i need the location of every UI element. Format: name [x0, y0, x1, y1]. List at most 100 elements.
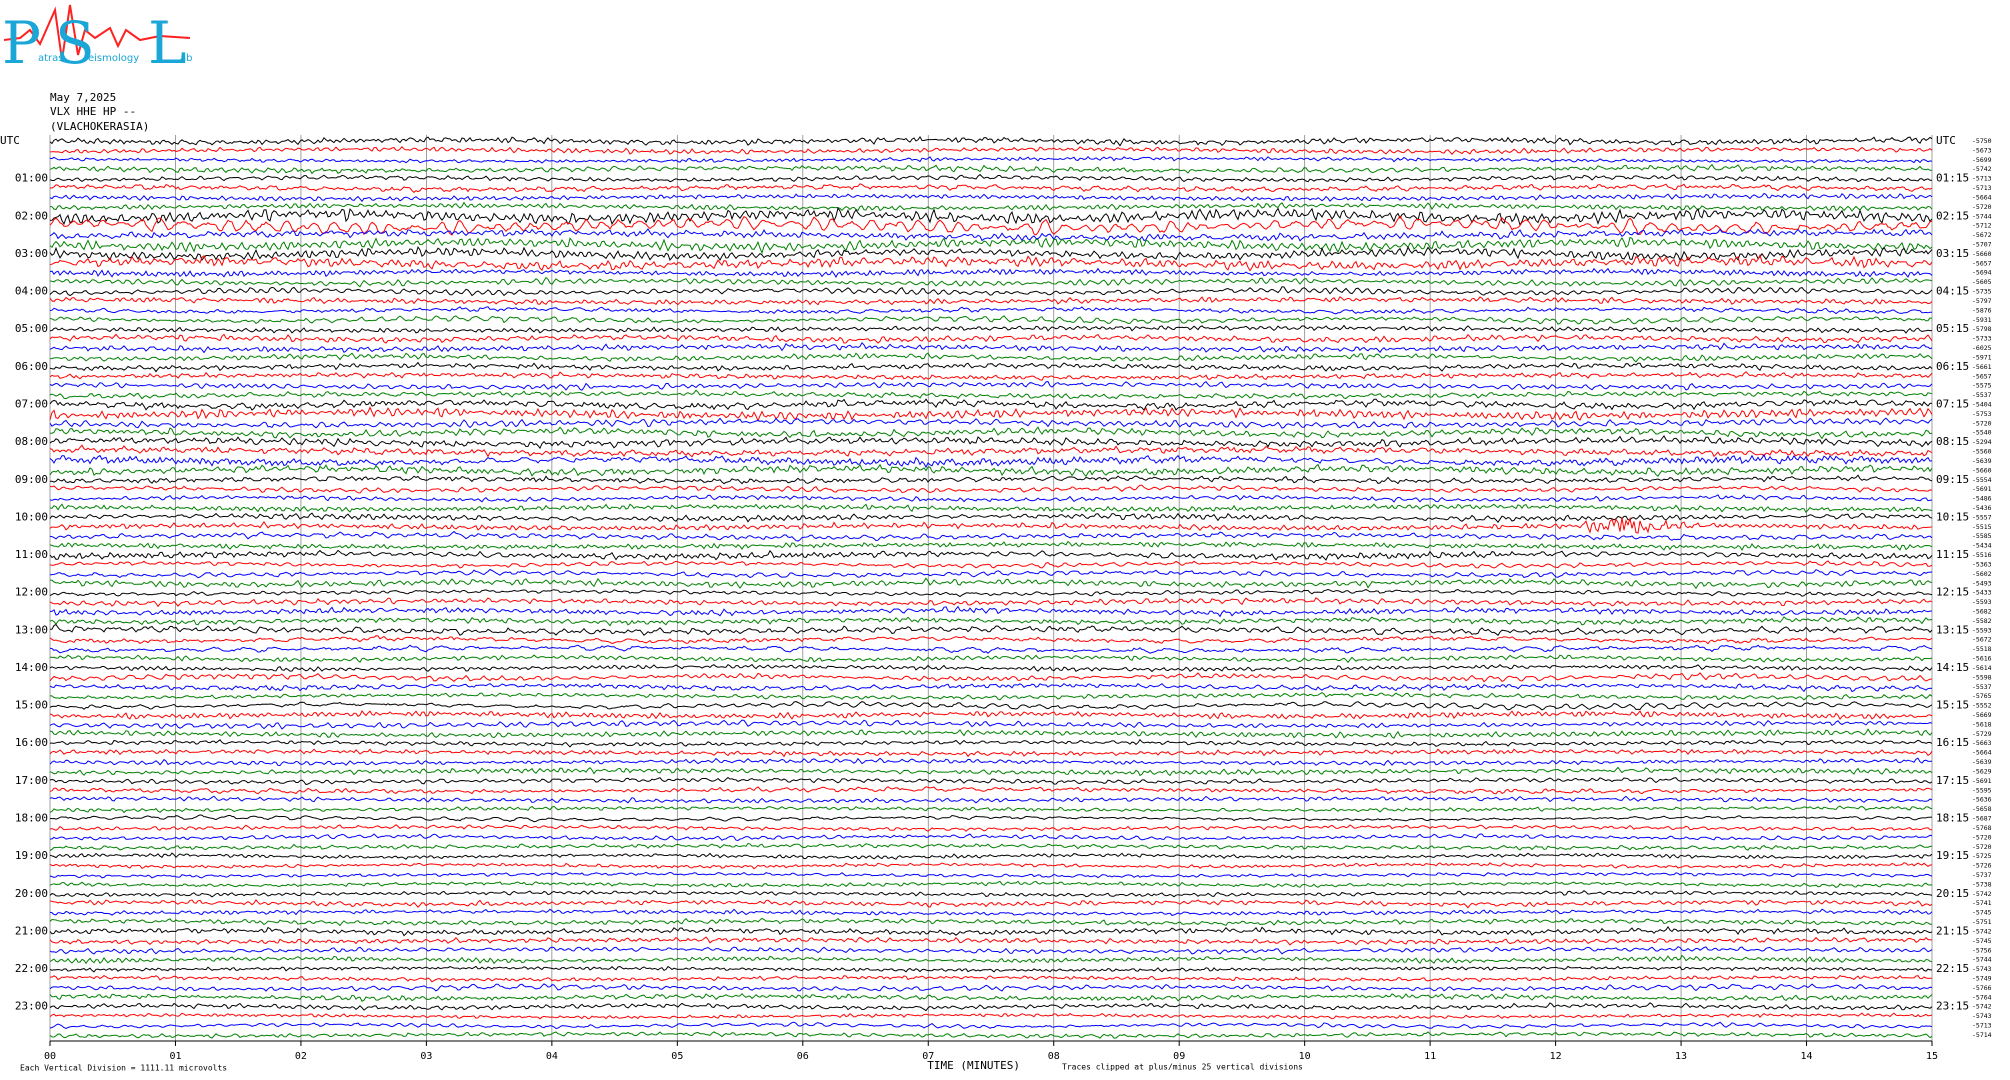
trace-offset: -5712	[1972, 222, 1992, 230]
trace	[49, 201, 1933, 212]
trace	[49, 917, 1933, 927]
trace	[49, 654, 1933, 664]
left-time-label: 11:00	[15, 548, 48, 561]
trace	[49, 577, 1933, 590]
trace	[49, 463, 1933, 478]
trace-offset: -5672	[1972, 636, 1992, 644]
left-time-label: 02:00	[15, 209, 48, 222]
trace	[49, 709, 1933, 721]
trace	[49, 682, 1933, 693]
trace-offset: -5602	[1972, 570, 1992, 578]
axis-title: TIME (MINUTES)	[927, 1059, 1020, 1072]
right-time-label: 16:15	[1936, 736, 1969, 749]
trace	[50, 605, 1933, 618]
trace	[49, 700, 1933, 711]
trace	[49, 540, 1933, 552]
trace-offset: -5363	[1972, 560, 1992, 568]
left-time-label: 12:00	[15, 586, 48, 599]
trace-offset: -5931	[1972, 316, 1992, 324]
left-time-label: 15:00	[15, 699, 48, 712]
trace	[49, 516, 1933, 534]
left-time-label: 16:00	[15, 736, 48, 749]
x-tick-label: 03	[420, 1051, 432, 1062]
trace-offset: -5694	[1972, 269, 1992, 277]
x-tick-label: 08	[1048, 1051, 1060, 1062]
logo-word: atras	[38, 53, 64, 64]
trace-offset: -5713	[1972, 184, 1992, 192]
trace	[49, 862, 1932, 870]
right-time-label: 01:15	[1936, 172, 1969, 185]
trace-offset: -5743	[1972, 965, 1992, 973]
left-time-label: 08:00	[15, 435, 48, 448]
trace	[49, 253, 1933, 272]
trace-offset: -5658	[1972, 805, 1992, 813]
trace-offset: -5582	[1972, 617, 1992, 625]
trace	[49, 946, 1933, 955]
trace-offset: -5720	[1972, 203, 1992, 211]
right-time-label: 09:15	[1936, 473, 1969, 486]
trace-offset: -5742	[1972, 1003, 1992, 1011]
trace-offset: -5614	[1972, 664, 1992, 672]
trace-offset: -5585	[1972, 532, 1992, 540]
trace-offset: -5554	[1972, 476, 1992, 484]
right-time-label: 07:15	[1936, 397, 1969, 410]
right-time-label: 06:15	[1936, 360, 1969, 373]
trace-offset: -5616	[1972, 655, 1992, 663]
trace-offset: -5713	[1972, 175, 1992, 183]
trace-offset: -5605	[1972, 278, 1992, 286]
trace	[49, 192, 1933, 203]
trace-offset: -5749	[1972, 974, 1992, 982]
trace-offset: -5699	[1972, 156, 1992, 164]
trace-offset: -5750	[1972, 137, 1992, 145]
trace-offset: -5515	[1972, 523, 1992, 531]
trace	[50, 692, 1933, 701]
trace-offset: -5744	[1972, 956, 1992, 964]
trace	[49, 728, 1933, 739]
trace-offset: -5971	[1972, 353, 1992, 361]
trace-offset: -5661	[1972, 363, 1992, 371]
trace	[49, 842, 1933, 852]
trace-offset: -5714	[1972, 1031, 1992, 1039]
trace	[49, 530, 1933, 542]
trace-offset: -5664	[1972, 749, 1992, 757]
trace	[49, 324, 1932, 334]
trace-offset: -5764	[1972, 993, 1992, 1001]
trace-offset: -6025	[1972, 344, 1992, 352]
trace	[49, 1021, 1933, 1030]
trace	[49, 245, 1933, 261]
trace	[50, 183, 1933, 193]
left-time-label: 03:00	[15, 247, 48, 260]
trace-offset: -5737	[1972, 871, 1992, 879]
trace	[49, 296, 1933, 306]
trace	[49, 588, 1933, 598]
trace-offset: -5672	[1972, 231, 1992, 239]
trace	[49, 597, 1933, 608]
trace	[49, 417, 1933, 429]
trace-offset: -5682	[1972, 608, 1992, 616]
trace	[50, 474, 1933, 485]
right-time-label: 12:15	[1936, 586, 1969, 599]
trace-offset: -5433	[1972, 589, 1992, 597]
x-tick-label: 05	[671, 1051, 683, 1062]
trace	[49, 361, 1933, 373]
trace	[49, 644, 1933, 654]
trace-offset: -5720	[1972, 843, 1992, 851]
logo-letter: S	[55, 9, 95, 77]
trace	[49, 992, 1933, 1002]
trace-offset: -5657	[1972, 372, 1992, 380]
left-time-label: 04:00	[15, 285, 48, 298]
trace-offset: -5673	[1972, 146, 1992, 154]
trace-offset: -5660	[1972, 466, 1992, 474]
left-time-label: 06:00	[15, 360, 48, 373]
date: May 7,2025	[50, 91, 116, 104]
trace-offset: -5486	[1972, 495, 1992, 503]
x-tick-label: 13	[1675, 1051, 1687, 1062]
clip-note: Traces clipped at plus/minus 25 vertical…	[1062, 1063, 1303, 1072]
trace	[49, 155, 1933, 164]
trace-offset: -5729	[1972, 730, 1992, 738]
trace-offset: -5753	[1972, 410, 1992, 418]
x-tick-label: 15	[1926, 1051, 1938, 1062]
right-time-label: 03:15	[1936, 247, 1969, 260]
trace-offset: -5713	[1972, 1022, 1992, 1030]
trace	[49, 899, 1933, 909]
